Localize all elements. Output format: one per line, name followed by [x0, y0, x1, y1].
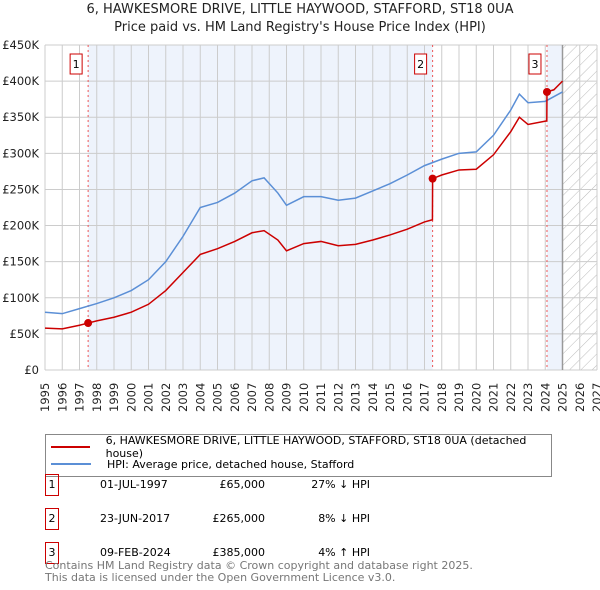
x-tick-label: 2014 [366, 383, 380, 412]
sale-date: 01-JUL-1997 [100, 478, 168, 491]
legend-label: 6, HAWKESMORE DRIVE, LITTLE HAYWOOD, STA… [105, 434, 527, 460]
sale-marker-box [528, 53, 542, 75]
hpi-line [44, 91, 563, 315]
sale-hpi-diff: 27% ↓ HPI [311, 478, 370, 491]
x-tick-label: 2022 [504, 383, 518, 412]
y-tick-label: £400K [2, 74, 39, 88]
footer-line-1: Contains HM Land Registry data © Crown c… [45, 559, 473, 572]
x-tick-label: 2023 [521, 383, 535, 412]
sale-date: 09-FEB-2024 [100, 546, 171, 559]
legend: 6, HAWKESMORE DRIVE, LITTLE HAYWOOD, STA… [45, 434, 552, 477]
chart-subtitle: Price paid vs. HM Land Registry's House … [114, 20, 486, 35]
x-tick-label: 2009 [280, 383, 294, 412]
y-tick-label: £300K [2, 146, 39, 160]
x-tick-label: 2011 [314, 383, 328, 412]
x-tick-label: 2004 [193, 383, 207, 412]
footer: Contains HM Land Registry data © Crown c… [45, 560, 473, 583]
y-tick-label: £0 [24, 363, 39, 377]
sale-marker-label: 3 [531, 58, 538, 71]
x-tick-label: 2012 [331, 383, 345, 412]
x-tick-label: 2027 [590, 383, 600, 412]
x-tick-label: 2026 [573, 383, 587, 412]
x-tick-label: 2015 [383, 383, 397, 412]
x-tick-label: 2003 [176, 383, 190, 412]
legend-item-property: 6, HAWKESMORE DRIVE, LITTLE HAYWOOD, STA… [51, 434, 551, 460]
x-tick-label: 2021 [487, 383, 501, 412]
x-tick-label: 2000 [124, 383, 138, 412]
sale-marker-badge: 2 [45, 508, 59, 530]
y-tick-label: £200K [2, 219, 39, 233]
sale-hpi-diff: 8% ↓ HPI [318, 512, 370, 525]
sale-point [84, 319, 93, 328]
x-tick-label: 2002 [159, 383, 173, 412]
y-tick-label: £100K [2, 291, 39, 305]
x-tick-label: 1998 [90, 383, 104, 412]
x-tick-label: 1995 [38, 383, 52, 412]
legend-swatch [51, 446, 90, 448]
sale-date: 23-JUN-2017 [100, 512, 171, 525]
sale-marker-badge: 3 [45, 542, 59, 564]
y-tick-label: £250K [2, 182, 39, 196]
y-tick-label: £150K [2, 255, 39, 269]
legend-swatch [51, 463, 91, 465]
x-tick-label: 2001 [142, 383, 156, 412]
footer-line-2: This data is licensed under the Open Gov… [45, 570, 396, 584]
x-tick-label: 2006 [228, 383, 242, 412]
sale-hpi-diff: 4% ↑ HPI [318, 546, 370, 559]
y-tick-label: £50K [10, 327, 40, 341]
y-tick-label: £350K [2, 110, 39, 124]
x-tick-label: 1999 [107, 383, 121, 412]
sale-marker-box [69, 53, 83, 75]
plot-area: 1995 1996 1997 1998 1999 2000 2001 2002 2003 2004… [2, 38, 600, 412]
x-tick-label: 2024 [538, 383, 552, 412]
sale-marker-box [414, 53, 428, 75]
x-tick-label: 2019 [452, 383, 466, 412]
shaded-region [88, 45, 433, 370]
x-tick-label: 2007 [245, 383, 259, 412]
sale-marker-label: 1 [73, 58, 80, 71]
sale-marker-label: 2 [417, 58, 424, 71]
x-tick-label: 2016 [400, 383, 414, 412]
shaded-region [546, 45, 563, 370]
sale-price: £265,000 [212, 512, 266, 525]
sale-price: £385,000 [212, 546, 266, 559]
x-tick-label: 2008 [262, 383, 276, 412]
x-tick-label: 2005 [211, 383, 225, 412]
x-tick-label: 1996 [55, 383, 69, 412]
x-tick-label: 2020 [469, 383, 483, 412]
legend-label: HPI: Average price, detached house, Staf… [107, 457, 355, 471]
x-tick-label: 2017 [418, 383, 432, 412]
y-tick-label: £450K [2, 38, 39, 52]
sale-marker-badge: 1 [45, 474, 59, 496]
sale-price: £65,000 [219, 478, 266, 491]
chart-title: 6, HAWKESMORE DRIVE, LITTLE HAYWOOD, STA… [86, 2, 514, 17]
sale-point [428, 174, 437, 183]
x-tick-label: 1997 [73, 383, 87, 412]
x-tick-label: 2010 [297, 383, 311, 412]
x-tick-label: 2018 [435, 383, 449, 412]
x-tick-label: 2025 [556, 383, 570, 412]
legend-item-hpi: HPI: Average price, detached house, Staf… [51, 456, 354, 472]
sale-point [542, 87, 551, 96]
price-paid-line [44, 80, 564, 330]
x-tick-label: 2013 [349, 383, 363, 412]
